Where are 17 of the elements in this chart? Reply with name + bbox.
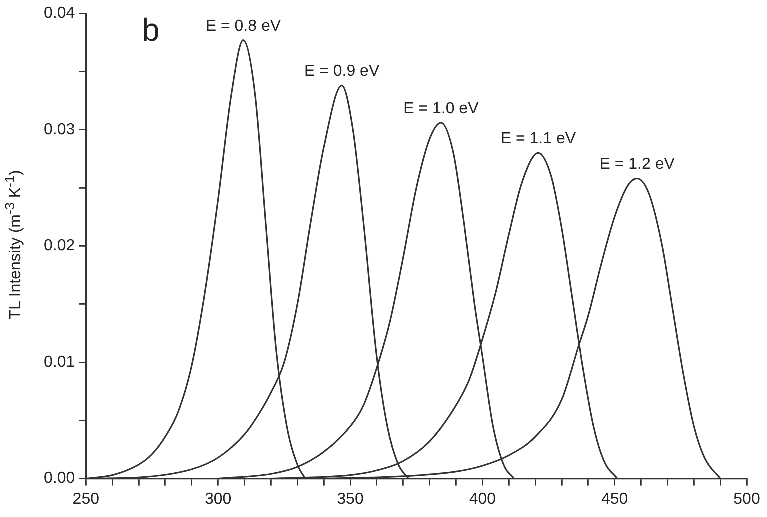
series-label: E = 0.9 eV (304, 63, 380, 80)
series-label: E = 0.8 eV (206, 18, 282, 35)
series-label: E = 1.0 eV (404, 100, 480, 118)
x-tick-label: 250 (72, 490, 100, 508)
y-tick-label: 0.00 (44, 470, 76, 488)
x-tick-label: 400 (469, 490, 496, 508)
y-tick-label: 0.01 (44, 354, 76, 371)
series-label: E = 1.1 eV (500, 130, 576, 148)
annotation: b (142, 12, 160, 49)
x-tick-label: 350 (337, 490, 364, 508)
y-tick-label: 0.02 (44, 238, 76, 255)
x-tick-label: 500 (734, 490, 760, 508)
y-tick-label: 0.04 (44, 5, 76, 22)
x-tick-label: 450 (601, 490, 628, 508)
series-label: E = 1.2 eV (600, 156, 676, 174)
y-tick-label: 0.03 (44, 121, 76, 138)
x-tick-label: 300 (204, 490, 232, 508)
